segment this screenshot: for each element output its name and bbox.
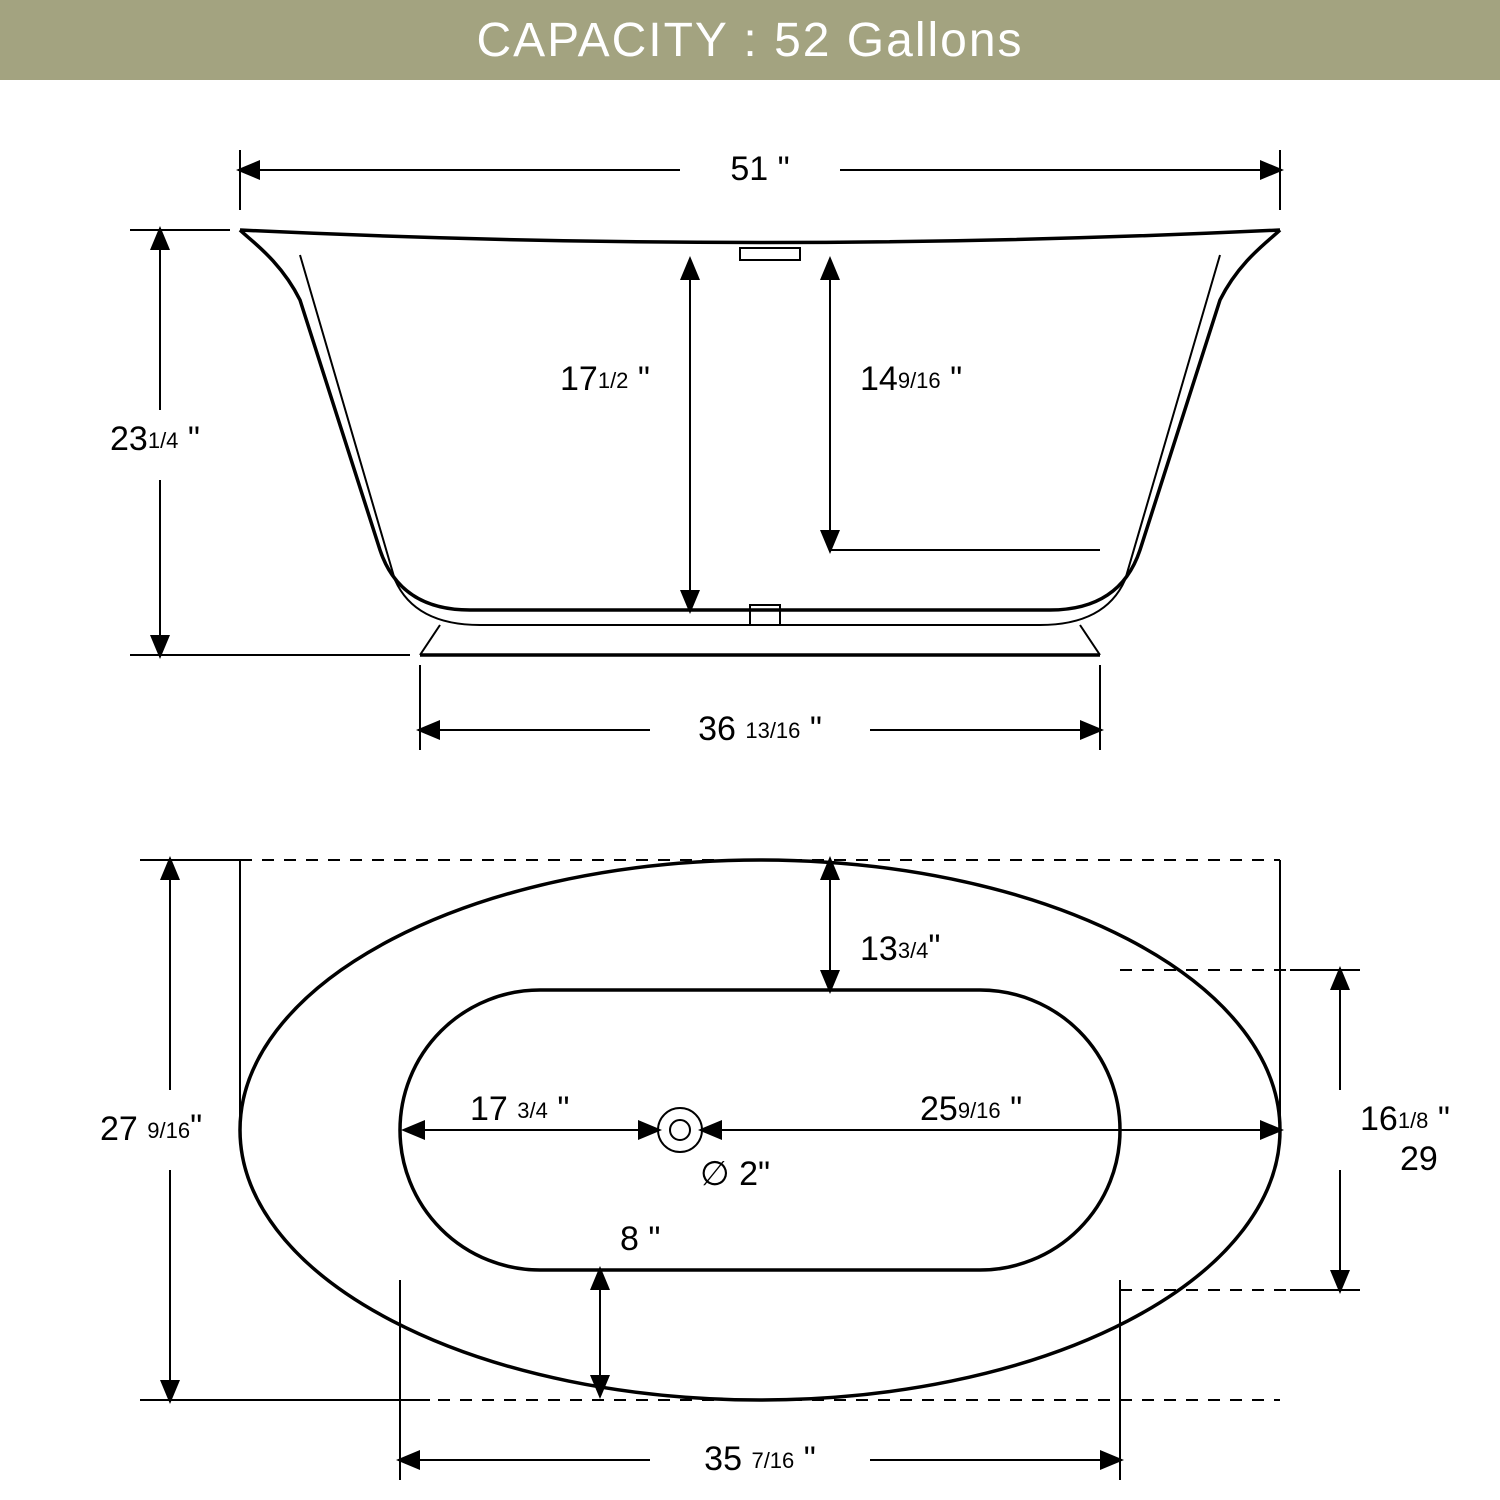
drawing: 51 " 231/4 " 171/2 " bbox=[0, 80, 1500, 1500]
dim-outer-h: 27 9/16" bbox=[100, 1108, 202, 1148]
dim-inner-bottom: 8 " bbox=[620, 1220, 660, 1258]
top-view: 27 9/16" 133/4" 17 3/4 " 259/16 " ∅ 2" 8… bbox=[100, 860, 1450, 1480]
dim-inner-h2: 149/16 " bbox=[860, 360, 962, 398]
dim-height: 231/4 " bbox=[110, 420, 200, 458]
dim-inner-h1: 171/2 " bbox=[560, 360, 650, 398]
dim-drain-right: 259/16 " bbox=[920, 1090, 1022, 1128]
dim-top-width: 51 " bbox=[730, 150, 789, 188]
dim-base-width: 36 13/16 " bbox=[698, 710, 822, 748]
capacity-text: CAPACITY : 52 Gallons bbox=[476, 13, 1023, 68]
dim-drain-left: 17 3/4 " bbox=[470, 1090, 569, 1128]
dim-inner-top: 133/4" bbox=[860, 928, 941, 968]
dim-inner-width: 35 7/16 " bbox=[704, 1440, 816, 1478]
capacity-banner: CAPACITY : 52 Gallons bbox=[0, 0, 1500, 80]
spec-sheet: CAPACITY : 52 Gallons 51 " bbox=[0, 0, 1500, 1500]
dim-drain-dia: ∅ 2" bbox=[700, 1155, 770, 1193]
dim-side-sub: 29 bbox=[1400, 1140, 1438, 1178]
dim-side-h: 161/8 " bbox=[1360, 1100, 1450, 1138]
side-view: 51 " 231/4 " 171/2 " bbox=[110, 150, 1280, 750]
